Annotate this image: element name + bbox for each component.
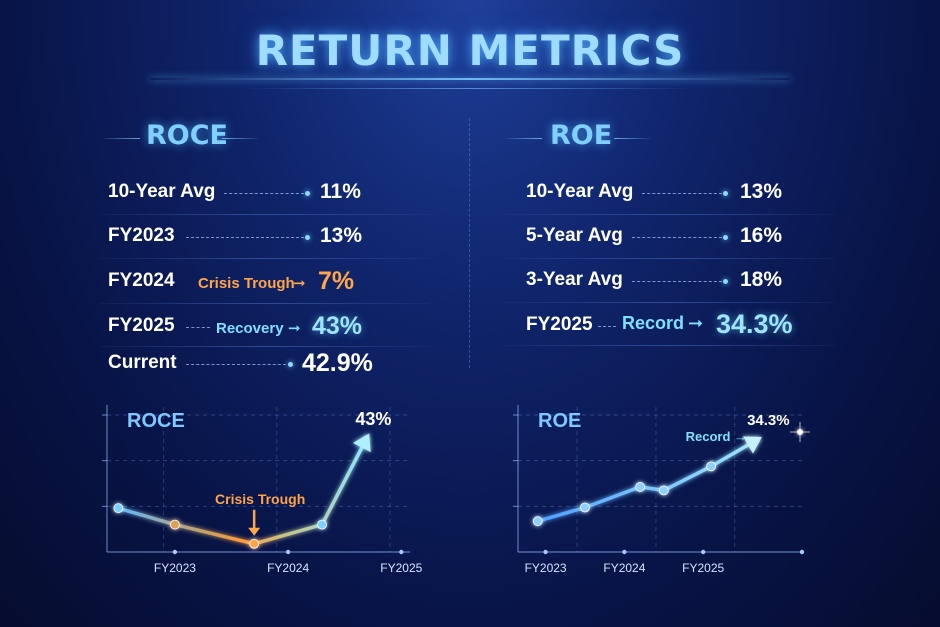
roe-value-10yr: 13% [740,180,783,203]
row-separator [100,346,430,347]
x-tick [285,549,291,555]
roce-chart: FY2023 FY2024 FY2025 ROCE Crisis Trough 43% [102,405,423,575]
crisis-trough-label: Crisis Trough [215,491,305,507]
leader-dot [723,279,728,284]
x-tick-label: FY2025 [380,561,422,575]
data-point [317,519,327,530]
roce-value-fy2025: 43% [312,312,363,340]
x-tick-label: FY2025 [682,561,724,575]
row-separator [505,345,835,346]
arrow-head-icon [352,433,371,453]
roce-heading-line-right [222,138,258,139]
roe-end-value-label: 34.3% [747,412,790,429]
x-tick [172,549,178,555]
roce-label-fy2025: FY2025 [108,315,175,336]
roce-label-10yr: 10-Year Avg [108,181,216,202]
x-tick [700,549,706,555]
x-tick-label: FY2024 [267,561,309,575]
data-point [170,519,180,530]
data-point [658,485,669,496]
data-point [532,516,543,527]
row-separator [505,302,835,303]
x-tick [399,549,404,555]
roe-label-5yr: 5-Year Avg [526,225,623,246]
roce-value-fy2024: 7% [318,267,355,295]
record-tag: Record [622,313,685,333]
roce-label-fy2023: FY2023 [108,225,175,246]
leader-dot [723,235,728,240]
roe-heading-line-right [614,138,650,139]
crisis-trough-tag: Crisis Trough [198,275,295,292]
leader-dot [305,235,310,240]
row-separator [100,214,430,215]
roe-chart: FY2023 FY2024 FY2025 ROE Record →34.3% [513,405,810,575]
roe-value-fy2025: 34.3% [716,309,793,339]
data-point [580,502,590,513]
section-divider [469,118,470,368]
data-point [706,461,716,472]
roce-heading: ROCE [146,120,229,151]
roce-end-value-label: 43% [355,409,391,429]
arrow-right-icon: ➞ [293,274,306,292]
leader-dot [305,191,310,196]
leader-dots [186,237,304,238]
roe-label-10yr: 10-Year Avg [526,181,634,202]
data-point [113,503,124,514]
arrow-right-icon: ➞ [288,319,301,337]
roce-heading-line [104,138,140,139]
title-underline-secondary [240,88,700,89]
data-point [635,482,646,492]
leader-dots [632,237,722,238]
x-tick [622,549,627,555]
row-separator [100,303,430,304]
roce-label-current: Current [108,352,177,373]
record-label: Record → [686,429,747,444]
row-separator [505,214,835,215]
leader-dots [632,281,722,282]
roe-value-5yr: 16% [740,224,783,247]
row-separator [505,258,835,259]
x-tick-label: FY2023 [525,561,567,575]
leader-dots [186,327,210,328]
roe-heading-line [506,138,542,139]
arrow-down-icon [248,527,261,536]
leader-dots [186,364,286,365]
recovery-tag: Recovery [216,320,284,337]
roe-label-fy2025: FY2025 [526,314,593,335]
leader-dots [598,326,616,327]
page-title: RETURN METRICS [255,26,685,75]
x-tick-label: FY2024 [603,561,645,575]
arrow-right-icon: ➞ [688,313,704,334]
chart-title: ROCE [127,410,185,432]
roe-value-3yr: 18% [740,268,783,291]
roce-value-current: 42.9% [302,349,373,377]
x-tick [799,549,805,555]
roe-heading: ROE [550,120,613,151]
chart-title: ROE [538,410,581,432]
title-underline [150,78,790,80]
roce-value-10yr: 11% [320,180,361,203]
leader-dots [642,193,722,194]
roce-value-fy2023: 13% [320,224,363,247]
leader-dot [288,362,293,367]
leader-dot [723,191,728,196]
x-tick [543,549,548,555]
sparkle-decoration [790,422,810,442]
roce-label-fy2024: FY2024 [108,270,175,291]
leader-dots [224,193,304,194]
series-line [537,437,760,523]
x-tick-label: FY2023 [154,561,196,575]
data-point [249,538,260,549]
row-separator [100,258,430,259]
roe-label-3yr: 3-Year Avg [526,269,623,290]
arrow-head-icon [742,436,762,454]
